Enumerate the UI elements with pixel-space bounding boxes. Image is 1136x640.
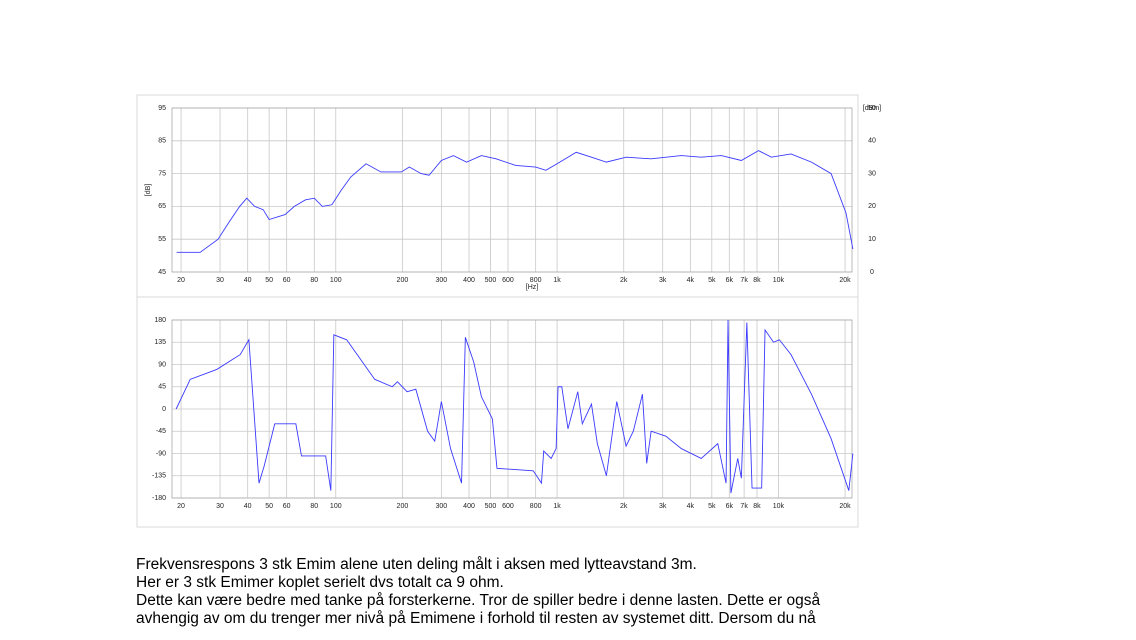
x-tick-label: 6k xyxy=(726,277,734,284)
x-tick-label: 60 xyxy=(283,503,291,510)
y2-axis-label: [dBm] xyxy=(863,105,881,112)
x-tick-label: 6k xyxy=(726,503,734,510)
x-tick-label: 7k xyxy=(740,503,748,510)
x-tick-label: 100 xyxy=(330,503,342,510)
x-tick-label: 8k xyxy=(753,503,761,510)
x-tick-label: 5k xyxy=(708,277,716,284)
x-tick-label: 200 xyxy=(397,503,409,510)
text-line: Dette kan være bedre med tanke på forste… xyxy=(136,592,821,609)
x-tick-label: 50 xyxy=(265,503,273,510)
plot-frame xyxy=(171,107,853,273)
x-tick-label: 4k xyxy=(687,277,695,284)
x-tick-label: 600 xyxy=(502,277,514,284)
x-tick-label: 3k xyxy=(659,277,667,284)
x-tick-label: 7k xyxy=(740,277,748,284)
text-line: Frekvensrespons 3 stk Emim alene uten de… xyxy=(136,556,697,573)
y-tick-label: 45 xyxy=(158,384,166,391)
x-tick-label: 10k xyxy=(773,277,785,284)
x-axis-label: [Hz] xyxy=(526,284,539,291)
text-line: avhengig av om du trenger mer nivå på Em… xyxy=(136,610,816,627)
x-tick-label: 300 xyxy=(436,277,448,284)
y-tick-label: 180 xyxy=(154,317,166,324)
x-tick-label: 500 xyxy=(485,277,497,284)
x-tick-label: 2k xyxy=(620,503,628,510)
x-tick-label: 40 xyxy=(244,503,252,510)
x-tick-label: 80 xyxy=(310,277,318,284)
x-tick-label: 60 xyxy=(283,277,291,284)
y-tick-label: 55 xyxy=(158,236,166,243)
plot-frame xyxy=(171,319,853,499)
x-tick-label: 800 xyxy=(530,277,542,284)
x-tick-label: 500 xyxy=(485,503,497,510)
x-tick-label: 20k xyxy=(839,503,851,510)
x-tick-label: 300 xyxy=(436,503,448,510)
y-tick-label: 85 xyxy=(158,138,166,145)
x-tick-label: 4k xyxy=(687,503,695,510)
x-tick-label: 40 xyxy=(244,277,252,284)
y-tick-label: 45 xyxy=(158,269,166,276)
y2-tick-label: 40 xyxy=(868,138,876,145)
x-tick-label: 1k xyxy=(553,503,561,510)
charts: 45 55 65 75 85 95 0 10 20 30 40 50 20 30 40 50 60 80 100 20… xyxy=(136,94,881,528)
x-tick-label: 2k xyxy=(620,277,628,284)
x-tick-label: 50 xyxy=(265,277,273,284)
x-tick-label: 80 xyxy=(310,503,318,510)
y-tick-label: -135 xyxy=(152,473,166,480)
text-body: Frekvensrespons 3 stk Emim alene uten de… xyxy=(136,556,1036,628)
x-tick-label: 8k xyxy=(753,277,761,284)
chart-panel xyxy=(136,94,859,528)
y2-tick-label: 50 xyxy=(868,105,876,112)
x-tick-label: 20 xyxy=(177,503,185,510)
y-tick-label: 90 xyxy=(158,361,166,368)
x-tick-label: 3k xyxy=(659,503,667,510)
x-tick-label: 30 xyxy=(216,503,224,510)
x-tick-label: 400 xyxy=(463,277,475,284)
x-tick-label: 1k xyxy=(553,277,561,284)
y-tick-label: 0 xyxy=(162,406,166,413)
y-tick-label: -45 xyxy=(156,428,166,435)
x-tick-label: 100 xyxy=(330,277,342,284)
x-tick-label: 400 xyxy=(463,503,475,510)
y2-tick-label: 30 xyxy=(868,170,876,177)
x-tick-label: 600 xyxy=(502,503,514,510)
x-tick-label: 10k xyxy=(773,503,785,510)
y-tick-label: 75 xyxy=(158,170,166,177)
x-tick-label: 20 xyxy=(177,277,185,284)
y-axis-label: [dB] xyxy=(145,184,152,197)
x-tick-label: 30 xyxy=(216,277,224,284)
data-line xyxy=(176,150,854,253)
x-tick-label: 200 xyxy=(397,277,409,284)
x-tick-label: 20k xyxy=(839,277,851,284)
y-tick-label: 135 xyxy=(154,339,166,346)
y-tick-label: -90 xyxy=(156,450,166,457)
x-tick-label: 800 xyxy=(530,503,542,510)
y-tick-label: 65 xyxy=(158,203,166,210)
y2-tick-label: 20 xyxy=(868,203,876,210)
y-tick-label: -180 xyxy=(152,495,166,502)
y2-tick-label: 10 xyxy=(868,236,876,243)
x-tick-label: 5k xyxy=(708,503,716,510)
text-line: Her er 3 stk Emimer koplet serielt dvs t… xyxy=(136,574,504,591)
y-tick-label: 95 xyxy=(158,105,166,112)
y2-tick-label: 0 xyxy=(870,269,874,276)
data-line xyxy=(175,319,854,494)
